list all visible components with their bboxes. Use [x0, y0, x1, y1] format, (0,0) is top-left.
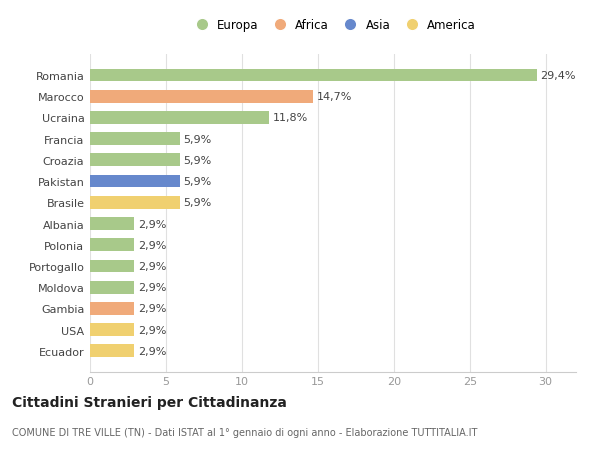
Text: 5,9%: 5,9% — [184, 177, 212, 187]
Legend: Europa, Africa, Asia, America: Europa, Africa, Asia, America — [188, 17, 478, 34]
Text: 2,9%: 2,9% — [138, 219, 166, 229]
Bar — [90, 302, 134, 315]
Text: 2,9%: 2,9% — [138, 346, 166, 356]
Bar — [90, 112, 269, 124]
Text: 5,9%: 5,9% — [184, 198, 212, 208]
Text: 5,9%: 5,9% — [184, 156, 212, 166]
Bar — [90, 324, 134, 336]
Bar — [90, 69, 536, 82]
Text: 2,9%: 2,9% — [138, 283, 166, 292]
Text: 5,9%: 5,9% — [184, 134, 212, 144]
Bar — [90, 239, 134, 252]
Text: COMUNE DI TRE VILLE (TN) - Dati ISTAT al 1° gennaio di ogni anno - Elaborazione : COMUNE DI TRE VILLE (TN) - Dati ISTAT al… — [12, 427, 478, 437]
Bar — [90, 218, 134, 230]
Text: 11,8%: 11,8% — [273, 113, 308, 123]
Bar — [90, 196, 179, 209]
Bar — [90, 90, 313, 103]
Bar — [90, 175, 179, 188]
Text: 2,9%: 2,9% — [138, 261, 166, 271]
Bar — [90, 281, 134, 294]
Bar — [90, 133, 179, 146]
Text: 29,4%: 29,4% — [541, 71, 576, 81]
Text: 2,9%: 2,9% — [138, 304, 166, 313]
Text: 2,9%: 2,9% — [138, 325, 166, 335]
Bar — [90, 154, 179, 167]
Text: Cittadini Stranieri per Cittadinanza: Cittadini Stranieri per Cittadinanza — [12, 395, 287, 409]
Bar — [90, 345, 134, 358]
Text: 14,7%: 14,7% — [317, 92, 352, 102]
Text: 2,9%: 2,9% — [138, 240, 166, 250]
Bar — [90, 260, 134, 273]
